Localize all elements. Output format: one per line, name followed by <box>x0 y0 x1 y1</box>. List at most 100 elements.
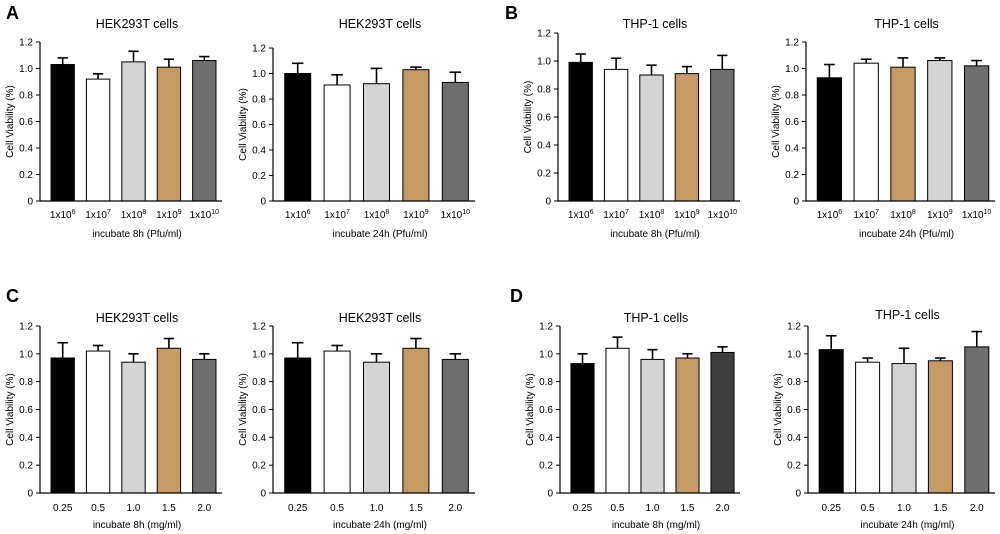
category-label: 1x109 <box>674 209 700 221</box>
category-exponent: 6 <box>590 209 594 216</box>
category-exponent: 8 <box>142 209 146 216</box>
y-tick-label: 1.0 <box>537 57 551 68</box>
category-label: 0.5 <box>861 503 875 514</box>
category-label: 1x106 <box>568 209 594 221</box>
panel-label-a: A <box>6 3 19 23</box>
bar <box>156 66 182 202</box>
bar <box>640 358 665 494</box>
y-axis-label: Cell Viability (%) <box>525 373 536 446</box>
bar <box>853 62 879 202</box>
category-exponent: 10 <box>211 209 219 216</box>
chart-title: THP-1 cells <box>624 311 689 325</box>
y-tick-label: 0.8 <box>19 91 33 102</box>
x-axis-label: incubate 8h (mg/ml) <box>612 520 700 531</box>
y-tick-label: 0.8 <box>19 377 33 388</box>
chart-8: THP-1 cells Cell Viability (%) 0 0.2 0.4 0.6 0… <box>773 308 995 531</box>
chart-1: HEK293T cells Cell Viability (%) 0 0.2 0.4 0.… <box>5 17 222 240</box>
y-tick-label: 0.6 <box>252 405 266 416</box>
bar <box>964 346 990 494</box>
y-tick-label: 1.2 <box>785 38 799 49</box>
chart-5: HEK293T cells Cell Viability (%) 0 0.2 0.4 0.… <box>5 311 222 531</box>
category-label: 1x109 <box>156 209 182 221</box>
bar <box>362 361 391 494</box>
y-tick-label: 1.0 <box>252 349 266 360</box>
category-label: 2.0 <box>716 503 730 514</box>
chart-title: HEK293T cells <box>339 17 421 31</box>
category-label: 0.25 <box>53 503 73 514</box>
y-tick-label: 0.8 <box>252 377 266 388</box>
y-tick-label: 0.4 <box>19 433 33 444</box>
bar <box>402 69 430 202</box>
bar <box>121 61 146 202</box>
y-tick-label: 1.0 <box>252 69 266 80</box>
bar <box>816 77 843 202</box>
y-tick-label: 0.8 <box>539 377 553 388</box>
bar <box>605 347 630 494</box>
chart-title: THP-1 cells <box>875 308 940 322</box>
bar <box>890 66 916 202</box>
category-label: 1x1010 <box>708 209 738 221</box>
category-label: 1x108 <box>890 209 916 221</box>
y-tick-label: 0.4 <box>252 433 266 444</box>
y-tick-label: 1.2 <box>19 38 33 49</box>
category-exponent: 10 <box>462 209 470 216</box>
x-axis-label: incubate 8h (Pfu/ml) <box>92 229 182 240</box>
bar <box>362 83 391 202</box>
y-tick-label: 0.4 <box>252 146 266 157</box>
y-tick-label: 0.2 <box>787 461 801 472</box>
category-label: 1x108 <box>121 209 147 221</box>
category-label: 0.5 <box>611 503 625 514</box>
bar <box>639 74 664 202</box>
y-tick-label: 0.4 <box>787 433 801 444</box>
bar <box>927 60 953 202</box>
category-label: 2.0 <box>448 503 462 514</box>
bar <box>441 81 469 202</box>
category-exponent: 10 <box>729 209 737 216</box>
bar <box>50 357 75 494</box>
y-tick-label: 0.6 <box>252 120 266 131</box>
bar <box>192 358 217 494</box>
y-tick-label: 0.8 <box>787 377 801 388</box>
chart-title: HEK293T cells <box>96 17 178 31</box>
y-tick-label: 0 <box>547 489 553 500</box>
charts-layer: HEK293T cells Cell Viability (%) 0 0.2 0.4 0.… <box>5 17 995 531</box>
bar <box>710 68 735 202</box>
y-tick-label: 0.6 <box>785 117 799 128</box>
category-label: 1x106 <box>50 209 76 221</box>
bar <box>675 357 700 494</box>
bar <box>323 84 351 202</box>
bar <box>284 73 312 202</box>
x-axis-label: incubate 24h (Pfu/ml) <box>332 229 427 240</box>
x-axis-label: incubate 24h (mg/ml) <box>333 520 427 531</box>
chart-7: THP-1 cells Cell Viability (%) 0 0.2 0.4 0.6 0… <box>525 311 740 531</box>
category-exponent: 6 <box>838 209 842 216</box>
category-label: 1x109 <box>927 209 953 221</box>
y-tick-label: 0.2 <box>252 171 266 182</box>
y-tick-label: 0.6 <box>539 405 553 416</box>
y-tick-label: 1.0 <box>785 64 799 75</box>
y-axis-label: Cell Viability (%) <box>773 373 784 446</box>
y-tick-label: 0 <box>260 489 266 500</box>
category-exponent: 7 <box>875 209 879 216</box>
category-exponent: 9 <box>949 209 953 216</box>
y-tick-label: 0 <box>27 197 33 208</box>
y-tick-label: 0.6 <box>19 405 33 416</box>
y-tick-label: 0 <box>260 197 266 208</box>
y-tick-label: 0.4 <box>785 144 799 155</box>
bar <box>323 350 351 494</box>
y-tick-label: 0.6 <box>787 405 801 416</box>
y-tick-label: 1.0 <box>787 349 801 360</box>
y-tick-label: 1.0 <box>539 349 553 360</box>
y-tick-label: 1.0 <box>19 349 33 360</box>
category-exponent: 9 <box>178 209 182 216</box>
chart-title: HEK293T cells <box>96 311 178 325</box>
y-tick-label: 0.2 <box>537 169 551 180</box>
y-tick-label: 0.4 <box>537 141 551 152</box>
y-axis-label: Cell Viability (%) <box>238 88 249 161</box>
category-label: 1.0 <box>897 503 911 514</box>
panel-label-c: C <box>6 286 19 306</box>
bar <box>441 358 469 494</box>
category-label: 1.5 <box>409 503 423 514</box>
category-exponent: 7 <box>346 209 350 216</box>
